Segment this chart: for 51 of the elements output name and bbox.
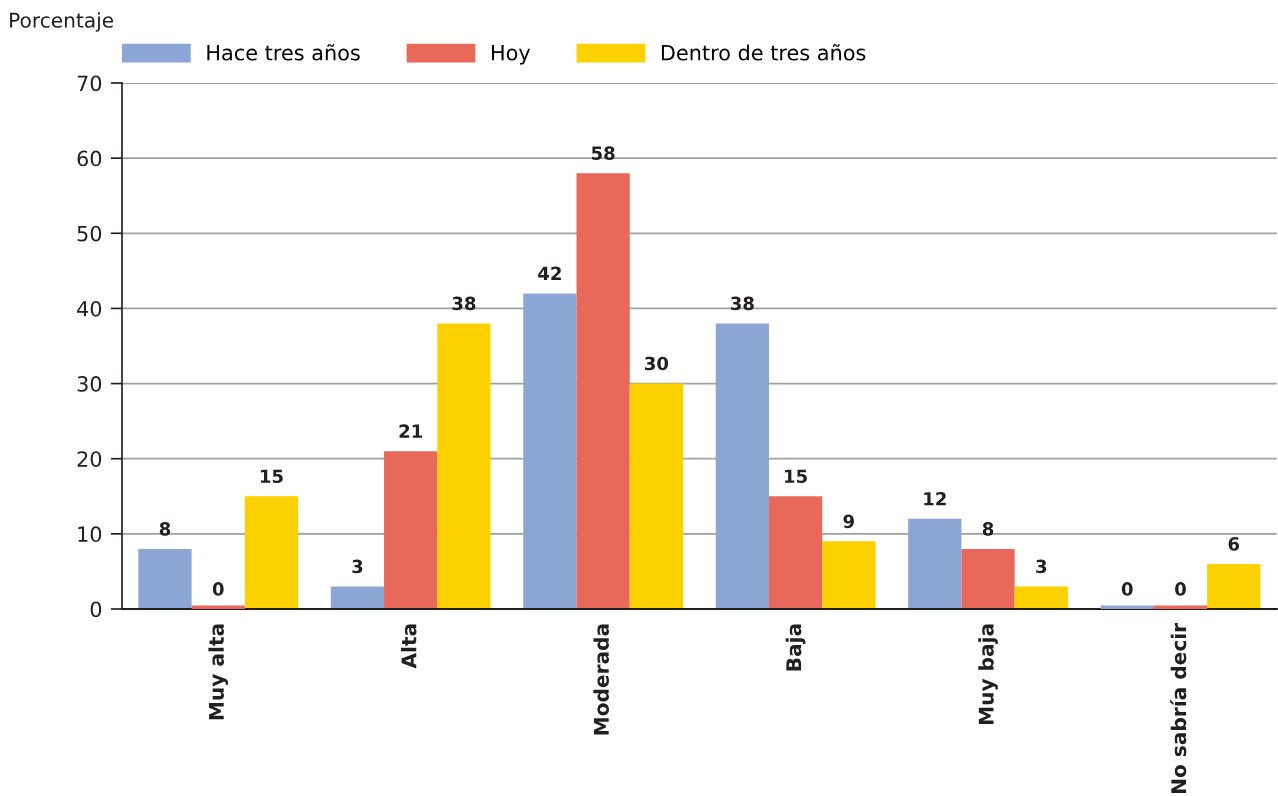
data-label: 8 bbox=[982, 522, 994, 536]
y-tick-label: 70 bbox=[77, 75, 102, 92]
data-label: 38 bbox=[452, 296, 476, 311]
legend-label: Dentro de tres años bbox=[661, 44, 866, 61]
data-label: 15 bbox=[785, 469, 807, 484]
data-label: 42 bbox=[538, 266, 561, 280]
y-tick-label: 0 bbox=[90, 601, 102, 618]
bar bbox=[138, 548, 192, 609]
bar bbox=[961, 548, 1015, 609]
x-tick-label: No sabría decir bbox=[1169, 622, 1187, 794]
data-label: 6 bbox=[1228, 537, 1240, 551]
x-tick-label: Muy alta bbox=[208, 624, 229, 720]
y-tick-label: 40 bbox=[77, 300, 102, 317]
data-label: 38 bbox=[730, 296, 754, 311]
data-label: 0 bbox=[212, 582, 224, 596]
x-tick-label: Alta bbox=[400, 624, 417, 669]
bar bbox=[822, 541, 876, 609]
bar bbox=[715, 323, 769, 609]
y-tick-label: 50 bbox=[77, 225, 102, 242]
bar bbox=[908, 518, 962, 609]
data-label: 3 bbox=[1036, 559, 1047, 574]
bar bbox=[244, 496, 299, 609]
legend-label: Hoy bbox=[492, 45, 531, 65]
data-label: 0 bbox=[1121, 582, 1133, 596]
bar bbox=[384, 451, 438, 609]
y-axis-title: Porcentaje bbox=[10, 12, 114, 32]
bar bbox=[576, 173, 630, 609]
bar bbox=[1014, 586, 1068, 609]
data-label: 0 bbox=[1175, 582, 1186, 596]
x-tick-label: Muy baja bbox=[978, 624, 998, 725]
x-tick-label: Baja bbox=[785, 624, 806, 671]
bar bbox=[330, 586, 385, 609]
data-label: 21 bbox=[399, 424, 422, 438]
bar bbox=[523, 293, 577, 609]
data-label: 9 bbox=[843, 514, 854, 529]
bar bbox=[437, 323, 491, 609]
legend-label: Hace tres años bbox=[207, 44, 360, 61]
data-label: 30 bbox=[645, 356, 669, 371]
data-label: 58 bbox=[591, 146, 615, 160]
bar bbox=[768, 496, 823, 609]
data-label: 12 bbox=[924, 491, 946, 506]
bar bbox=[629, 383, 683, 609]
x-tick-label: Moderada bbox=[593, 624, 609, 735]
y-tick-label: 60 bbox=[77, 150, 102, 167]
y-tick-label: 30 bbox=[77, 376, 102, 392]
data-label: 15 bbox=[260, 469, 283, 484]
y-tick-label: 20 bbox=[77, 451, 102, 467]
data-label: 8 bbox=[159, 522, 171, 536]
data-label: 3 bbox=[352, 559, 363, 574]
y-tick-label: 10 bbox=[78, 526, 102, 543]
bar bbox=[1207, 563, 1261, 609]
